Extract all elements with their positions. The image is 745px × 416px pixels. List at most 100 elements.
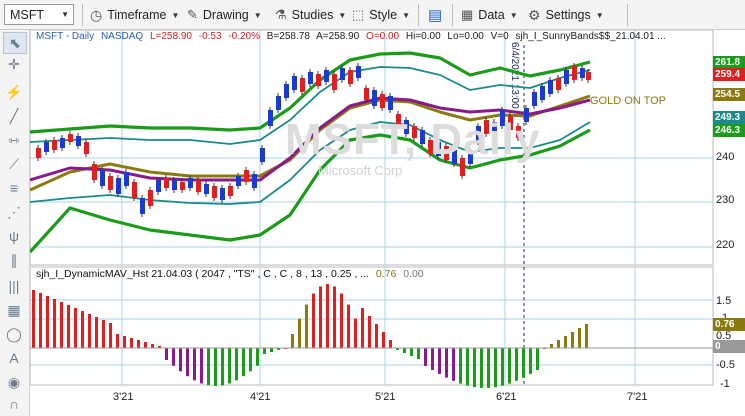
chevron-down-icon: ▼ <box>338 10 347 20</box>
histogram-bar <box>508 348 511 384</box>
histogram-bar <box>172 348 175 366</box>
histogram-bar <box>501 348 504 386</box>
x-tick: 5'21 <box>375 391 396 403</box>
candle-body <box>164 178 169 188</box>
ind-tick: -1 <box>720 378 730 390</box>
price-tag-gold: 254.5 <box>713 88 745 101</box>
candle-body <box>268 110 273 126</box>
histogram-bar <box>263 348 266 354</box>
studies-label: Studies <box>291 8 334 22</box>
histogram-bar <box>333 286 336 348</box>
candle-body <box>140 198 145 214</box>
x-tick: 6'21 <box>496 391 517 403</box>
crosshair-icon[interactable]: ✛ <box>8 56 20 72</box>
histogram-bar <box>32 290 35 348</box>
candle-body <box>412 126 417 138</box>
histogram-bar <box>88 314 91 348</box>
timeframe-button[interactable]: ◷ Timeframe ▼ <box>90 0 179 30</box>
legend-change: -0.53 <box>198 31 222 42</box>
select-arrow-icon[interactable]: ⬉ <box>3 32 27 54</box>
layout-button[interactable]: ▤ <box>428 0 442 30</box>
magic-wand-icon[interactable]: ⚡ <box>5 84 23 100</box>
flask-icon: ⚗ <box>275 7 287 22</box>
candle-body <box>172 180 177 190</box>
table-icon: ▦ <box>461 7 474 22</box>
histogram-bar <box>459 348 462 384</box>
data-button[interactable]: ▦ Data ▼ <box>461 0 518 30</box>
histogram-bar <box>452 348 455 381</box>
price-tick: 240 <box>716 151 735 163</box>
candle-body <box>76 136 81 146</box>
fibonacci-icon[interactable]: ≡ <box>9 180 19 196</box>
price-tag-teal: 249.3 <box>713 111 745 124</box>
cycle-icon[interactable]: ∥ <box>10 252 18 268</box>
chart-area[interactable]: 6/4/2021 13:00 <box>30 30 745 416</box>
pitchfork-icon[interactable]: ψ <box>9 228 19 244</box>
candle-body <box>276 96 281 110</box>
indicator-legend-v1: 0.76 <box>375 268 397 280</box>
histogram-bar <box>564 336 567 348</box>
settings-button[interactable]: ⚙ Settings ▼ <box>528 0 604 30</box>
channel-icon[interactable]: ⟋ <box>9 156 19 172</box>
upper-outer-band <box>30 51 591 134</box>
ruler-icon[interactable]: ||| <box>8 278 20 294</box>
histogram-bar <box>312 293 315 348</box>
indicator-legend: sjh_I_DynamicMAV_Hst 21.04.03 ( 2047 , "… <box>36 268 424 280</box>
candle-body <box>260 148 265 162</box>
histogram-bar <box>347 304 350 348</box>
histogram-bar <box>403 348 406 353</box>
histogram-bar <box>137 340 140 348</box>
candle-body <box>460 158 465 176</box>
candle-body <box>348 70 353 84</box>
histogram-bar <box>53 299 56 348</box>
histogram-bar <box>123 336 126 348</box>
chevron-down-icon[interactable]: ▼ <box>61 10 69 19</box>
grid-icon[interactable]: ▦ <box>7 302 21 318</box>
candle-body <box>68 134 73 142</box>
data-label: Data <box>478 8 505 22</box>
candle-body <box>508 116 513 130</box>
price-tick: 220 <box>716 239 735 251</box>
trendline-icon[interactable]: ╱ <box>9 108 19 124</box>
histogram-bar <box>571 332 574 348</box>
histogram-bar <box>473 348 476 388</box>
histogram-bar <box>368 316 371 348</box>
candle-body <box>124 172 129 186</box>
ellipse-icon[interactable]: ◯ <box>6 326 22 342</box>
magnet-icon[interactable]: ∩ <box>8 396 20 412</box>
legend-high: Hi=0.00 <box>405 31 441 42</box>
candle-body <box>204 184 209 194</box>
symbol-value: MSFT <box>10 8 45 22</box>
gann-icon[interactable]: ⋰ <box>7 204 21 220</box>
horizontal-line-icon[interactable]: ⇿ <box>8 132 20 148</box>
histogram-bar <box>529 348 532 374</box>
gold-on-top-annotation[interactable]: GOLD ON TOP <box>590 95 667 107</box>
candle-body <box>452 150 457 164</box>
eye-icon[interactable]: ◉ <box>7 374 21 390</box>
histogram-bar <box>431 348 434 371</box>
legend-change-pct: -0.20% <box>228 31 260 42</box>
style-icon: ⬚ <box>352 7 365 22</box>
candle-body <box>540 86 545 100</box>
histogram-bar <box>214 348 217 386</box>
watermark-company: Microsoft Corp <box>318 163 403 178</box>
style-button[interactable]: ⬚ Style ▼ <box>352 0 410 30</box>
divider <box>627 4 628 26</box>
studies-button[interactable]: ⚗ Studies ▼ <box>275 0 346 30</box>
symbol-input[interactable]: MSFT ▼ <box>4 4 74 25</box>
pencil-icon: ✎ <box>187 7 198 22</box>
text-icon[interactable]: A <box>9 350 19 366</box>
histogram-bar <box>221 348 224 386</box>
candle-body <box>380 94 385 108</box>
candle-body <box>532 92 537 106</box>
histogram-bar <box>81 311 84 348</box>
legend-exchange: NASDAQ <box>100 31 144 42</box>
histogram-bar <box>186 348 189 377</box>
x-tick: 3'21 <box>113 391 134 403</box>
drawing-button[interactable]: ✎ Drawing ▼ <box>187 0 262 30</box>
candle-body <box>108 176 113 190</box>
histogram-bar <box>270 348 273 352</box>
candle-body <box>252 174 257 188</box>
candle-body <box>500 110 505 126</box>
histogram-bar <box>375 324 378 348</box>
